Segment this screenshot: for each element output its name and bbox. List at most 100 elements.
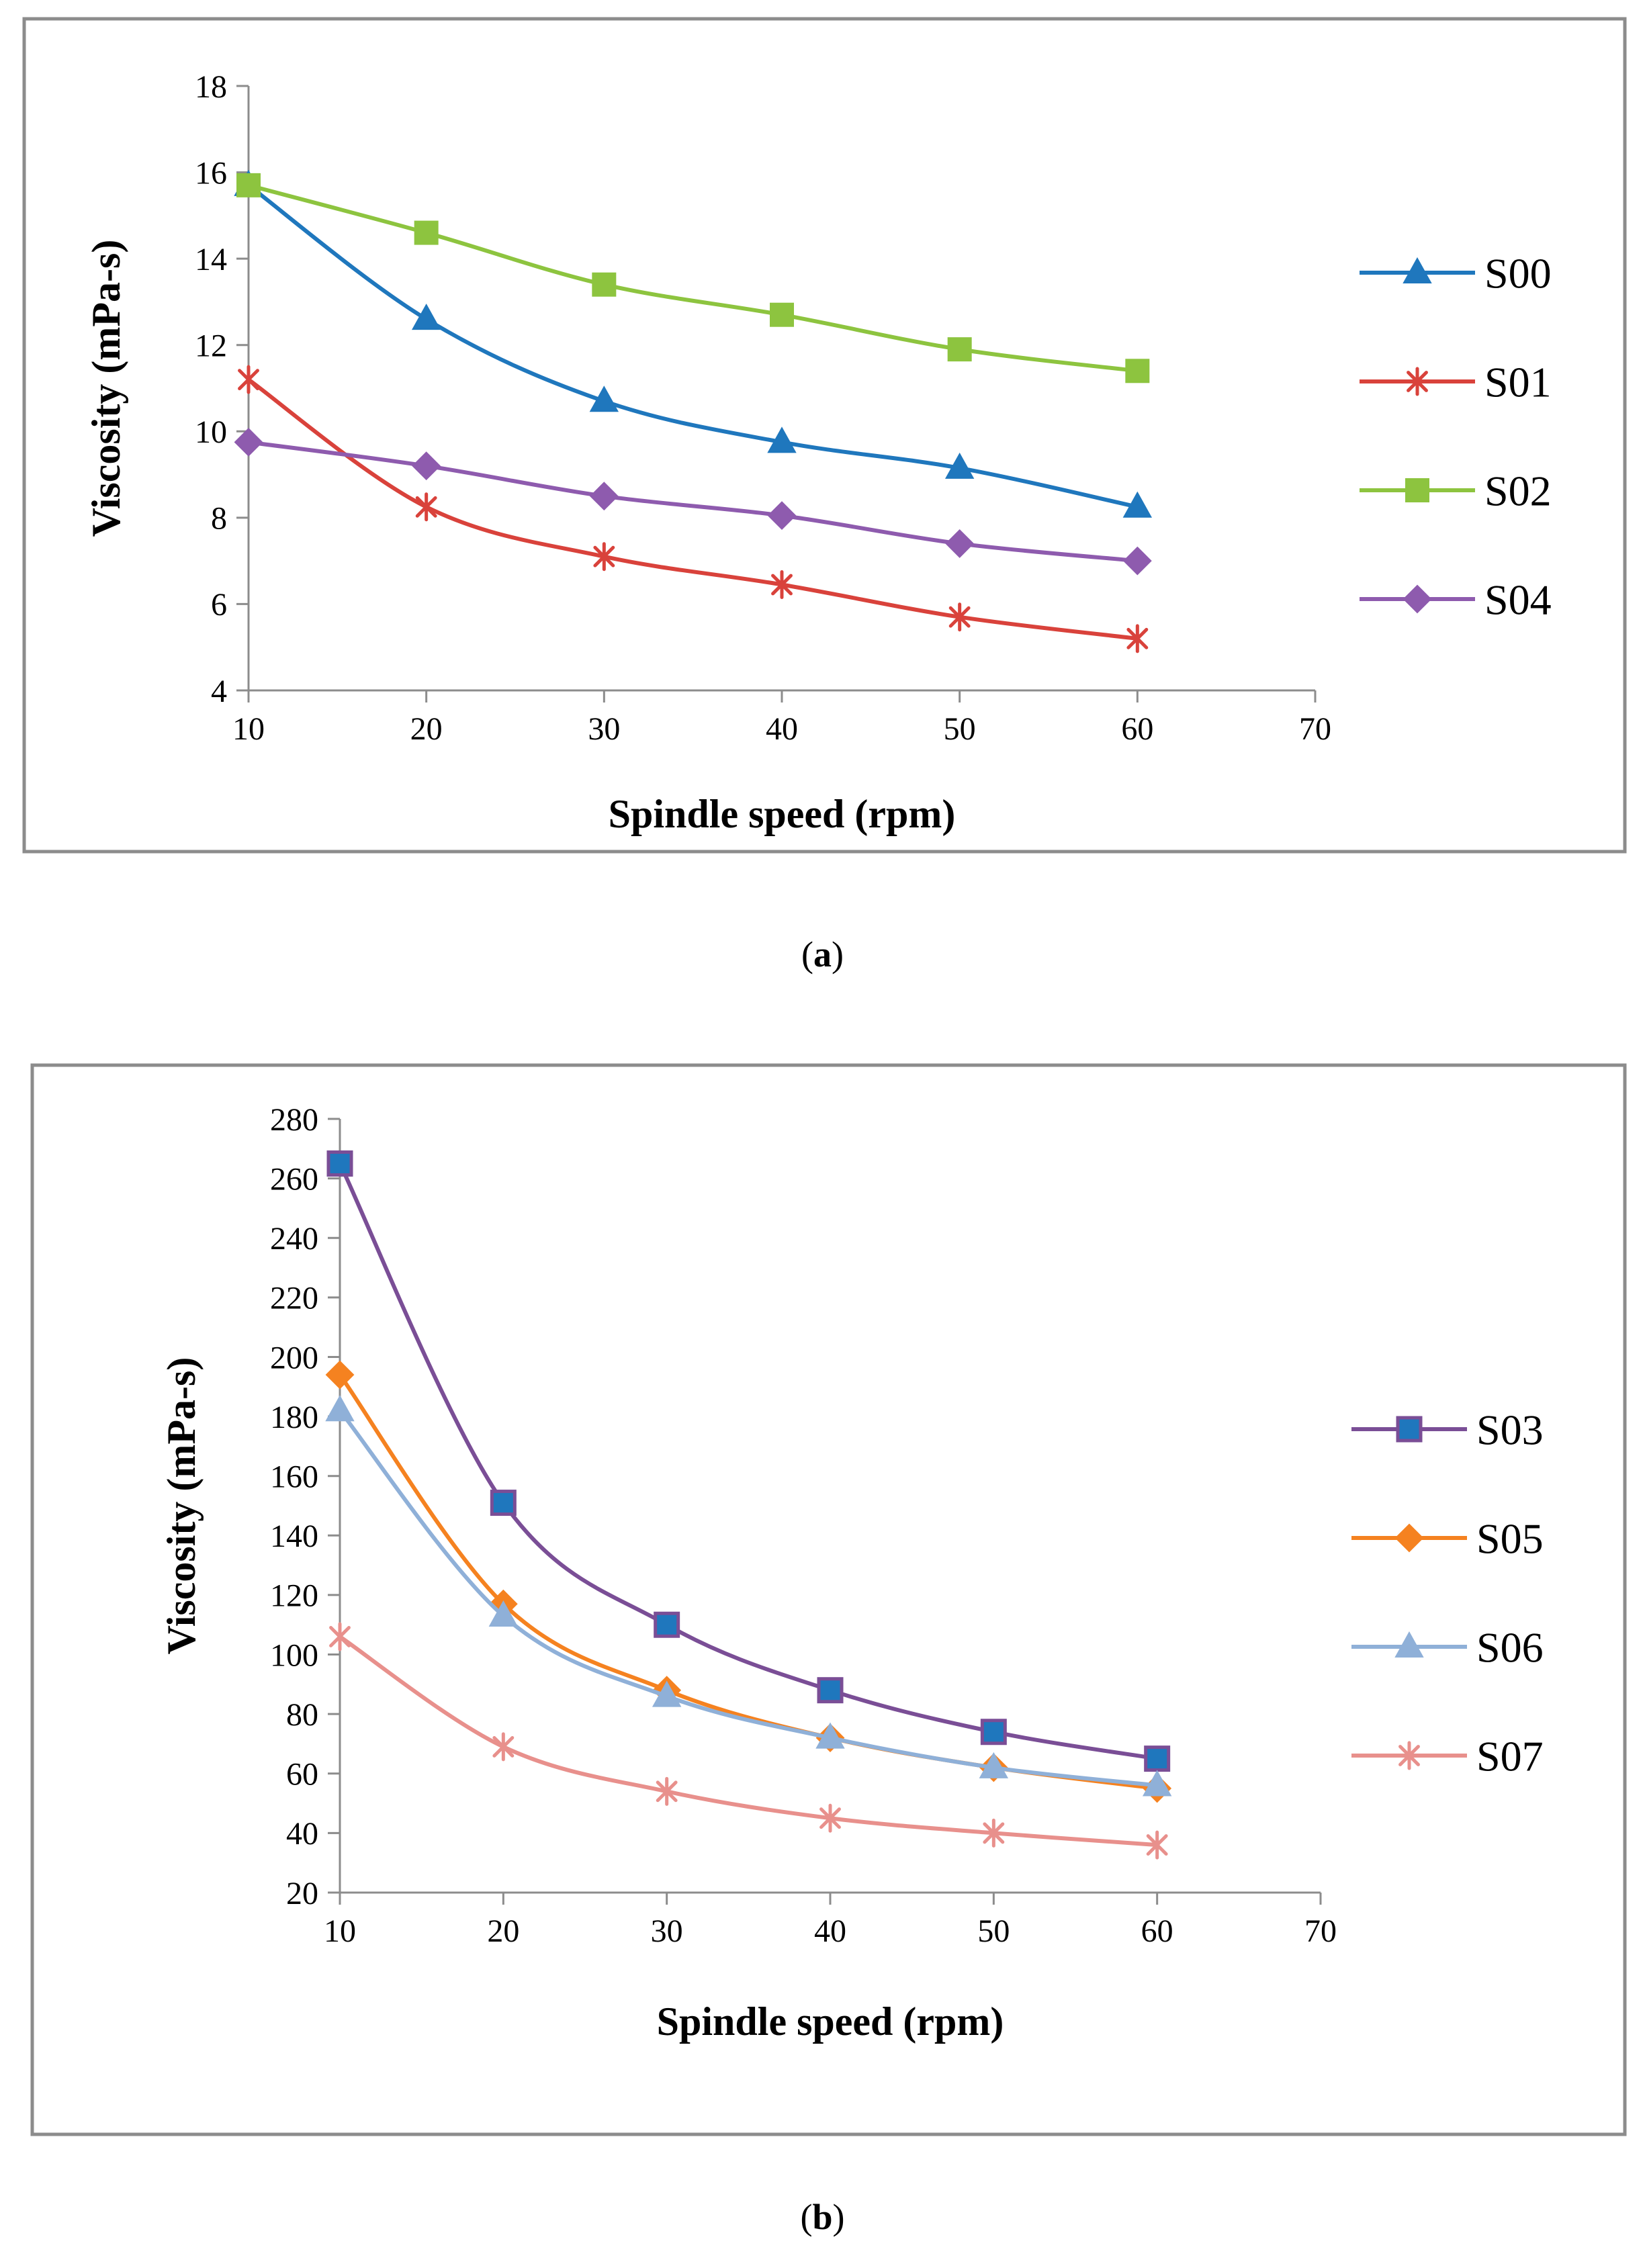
chart-b-series-s06-point-shape	[1142, 1770, 1172, 1797]
chart-b-series-s07-point-shape	[983, 1818, 1005, 1848]
chart-b-x-axis-label: Spindle speed (rpm)	[657, 1999, 1004, 2044]
chart-a-series-s01-point-shape	[948, 602, 971, 632]
chart-b-series-s03-point-shape	[490, 1490, 517, 1516]
chart-a-y-tick-label: 6	[211, 587, 227, 623]
chart-a-x-tick-label: 30	[588, 711, 620, 747]
chart-b-legend-item-s07-label: S07	[1476, 1732, 1544, 1780]
caption-b-letter: b	[812, 2197, 833, 2237]
chart-b-series-s03-point-shape	[654, 1611, 680, 1638]
chart-a-series-s04-point-shape	[767, 501, 797, 531]
chart-a-series-s00-point-shape	[767, 426, 797, 453]
chart-a-series-s02-line	[248, 183, 1138, 373]
chart-a-series-s01-line	[247, 377, 1138, 641]
chart-a-legend-item-s02-label: S02	[1484, 467, 1552, 514]
chart-a-y-tick-label: 12	[195, 328, 227, 364]
chart-a-series-s02-point-shape	[592, 272, 617, 297]
chart-a-y-tick-label: 4	[211, 674, 227, 709]
chart-b-series-s06-point	[1142, 1770, 1172, 1797]
chart-b-x-tick-label: 60	[1141, 1913, 1173, 1949]
chart-a-y-tick-label: 10	[195, 414, 227, 450]
chart-a-legend-item-s01-marker-shape	[1407, 367, 1428, 396]
chart-a-legend-item-s04-marker	[1403, 584, 1432, 614]
chart-a-legend-item-s00-marker	[1403, 257, 1432, 283]
chart-b-series-s06	[325, 1395, 1172, 1797]
chart-a-series-s04-point	[945, 529, 975, 558]
chart-a-y-tick-label: 8	[211, 501, 227, 537]
chart-a-series-s02-point	[770, 302, 794, 327]
chart-a-series-s04-point	[1122, 546, 1152, 576]
chart-b-legend-item-s03-marker	[1396, 1416, 1423, 1443]
chart-a-series-s02-point	[236, 173, 261, 197]
chart-b-series-s06-point	[325, 1395, 355, 1422]
chart-a-x-axis-label: Spindle speed (rpm)	[609, 792, 956, 836]
chart-b-legend-item-s05-marker	[1394, 1523, 1424, 1553]
chart-b-series-s07-point	[1146, 1830, 1168, 1860]
chart-b-legend-item-s03-label: S03	[1476, 1406, 1544, 1453]
chart-a-legend-item-s01-marker	[1407, 367, 1428, 396]
chart-b-x-tick-label: 20	[487, 1913, 519, 1949]
chart-a-series-s02-point-shape	[236, 173, 261, 197]
chart-b-series-s06-line	[338, 1409, 1157, 1788]
chart-a-series-s02	[236, 173, 1150, 383]
chart-a-frame	[22, 17, 1627, 854]
chart-a-x-tick-label: 40	[766, 711, 798, 747]
chart-a-axes: 4 6 8 10 12 14 16 18 10 20 30 40 50 60 70	[195, 69, 1331, 747]
chart-a-series-s02-point-shape	[947, 337, 972, 362]
chart-a-legend-item-s04: S04	[1360, 576, 1552, 623]
chart-b-legend-item-s06-label: S06	[1476, 1623, 1544, 1671]
chart-b-legend-item-s05-label: S05	[1476, 1514, 1544, 1562]
chart-a-series-s00-point	[1122, 491, 1153, 518]
chart-b-series-s06-point	[488, 1600, 519, 1627]
caption-b: (b)	[800, 2197, 845, 2237]
chart-b-series-s06-point	[815, 1722, 845, 1749]
chart-a-series-s04-point-shape	[234, 427, 263, 457]
chart-a-series-s02-point	[947, 337, 972, 362]
chart-b-svg: 20 40 60 80 100 120 140 160 180 200 220 240 260 280 10…	[30, 1063, 1627, 2136]
chart-b-series-s06-point-shape	[488, 1600, 519, 1627]
chart-a-series-s04-point	[589, 482, 619, 511]
chart-b-series-s07-point-shape	[1146, 1830, 1168, 1860]
chart-b-series-s05-point	[325, 1360, 355, 1390]
chart-b-series-s07-point-shape	[656, 1776, 678, 1806]
chart-b-y-tick-label: 180	[270, 1400, 318, 1435]
chart-b-legend-item-s06-marker-shape	[1394, 1631, 1424, 1658]
chart-a-legend-item-s01: S01	[1360, 358, 1552, 406]
chart-b-series-s03-point-shape	[1144, 1745, 1171, 1772]
chart-a-series-s02-point	[414, 220, 439, 245]
chart-a-x-tick-label: 50	[944, 711, 976, 747]
chart-a-series-s01	[238, 365, 1149, 653]
chart-a-series-s02-point-shape	[1125, 359, 1150, 383]
chart-b-series-s06-point-shape	[652, 1680, 682, 1707]
chart-a-series-s00-point	[944, 452, 975, 479]
chart-b-series-s05-point-shape	[325, 1360, 355, 1390]
chart-a-series-s04-point	[412, 451, 441, 481]
chart-b-legend-item-s03-marker-shape	[1396, 1416, 1423, 1443]
chart-b-series-s07	[329, 1622, 1168, 1860]
chart-a-legend-item-s04-label: S04	[1484, 576, 1552, 623]
chart-a-legend-item-s00-label: S00	[1484, 249, 1552, 297]
chart-b-legend-item-s06: S06	[1351, 1623, 1544, 1671]
chart-b-legend-item-s07-marker	[1398, 1741, 1420, 1770]
chart-b-series-s03-point	[980, 1719, 1007, 1745]
chart-a-series-s04-point-shape	[1122, 546, 1152, 576]
chart-a-series-s04-point-shape	[589, 482, 619, 511]
chart-b-series-s07-line	[339, 1635, 1157, 1848]
chart-b-y-tick-label: 60	[286, 1757, 318, 1793]
chart-b-x-tick-label: 10	[324, 1913, 356, 1949]
chart-b-y-tick-label: 280	[270, 1102, 318, 1138]
chart-b-x-tick-label: 40	[814, 1913, 846, 1949]
chart-a-series-s00-point	[767, 426, 797, 453]
chart-a-legend-item-s02-marker	[1405, 478, 1429, 502]
chart-a-legend-item-s00: S00	[1360, 249, 1552, 297]
chart-a-series-s01-point-shape	[1126, 624, 1149, 653]
chart-a-series-s01-point-shape	[771, 570, 793, 599]
chart-b-series-s03-point	[817, 1677, 844, 1704]
chart-a-legend-item-s04-marker-shape	[1403, 584, 1432, 614]
chart-a-legend-item-s01-label: S01	[1484, 358, 1552, 406]
chart-b-series-s06-point	[979, 1752, 1009, 1778]
chart-b-series	[325, 1150, 1172, 1860]
chart-b-series-s07-point	[983, 1818, 1005, 1848]
chart-b-series-s03-point-shape	[326, 1150, 353, 1177]
chart-a-series-s04-point-shape	[412, 451, 441, 481]
chart-a-y-tick-label: 16	[195, 155, 227, 191]
